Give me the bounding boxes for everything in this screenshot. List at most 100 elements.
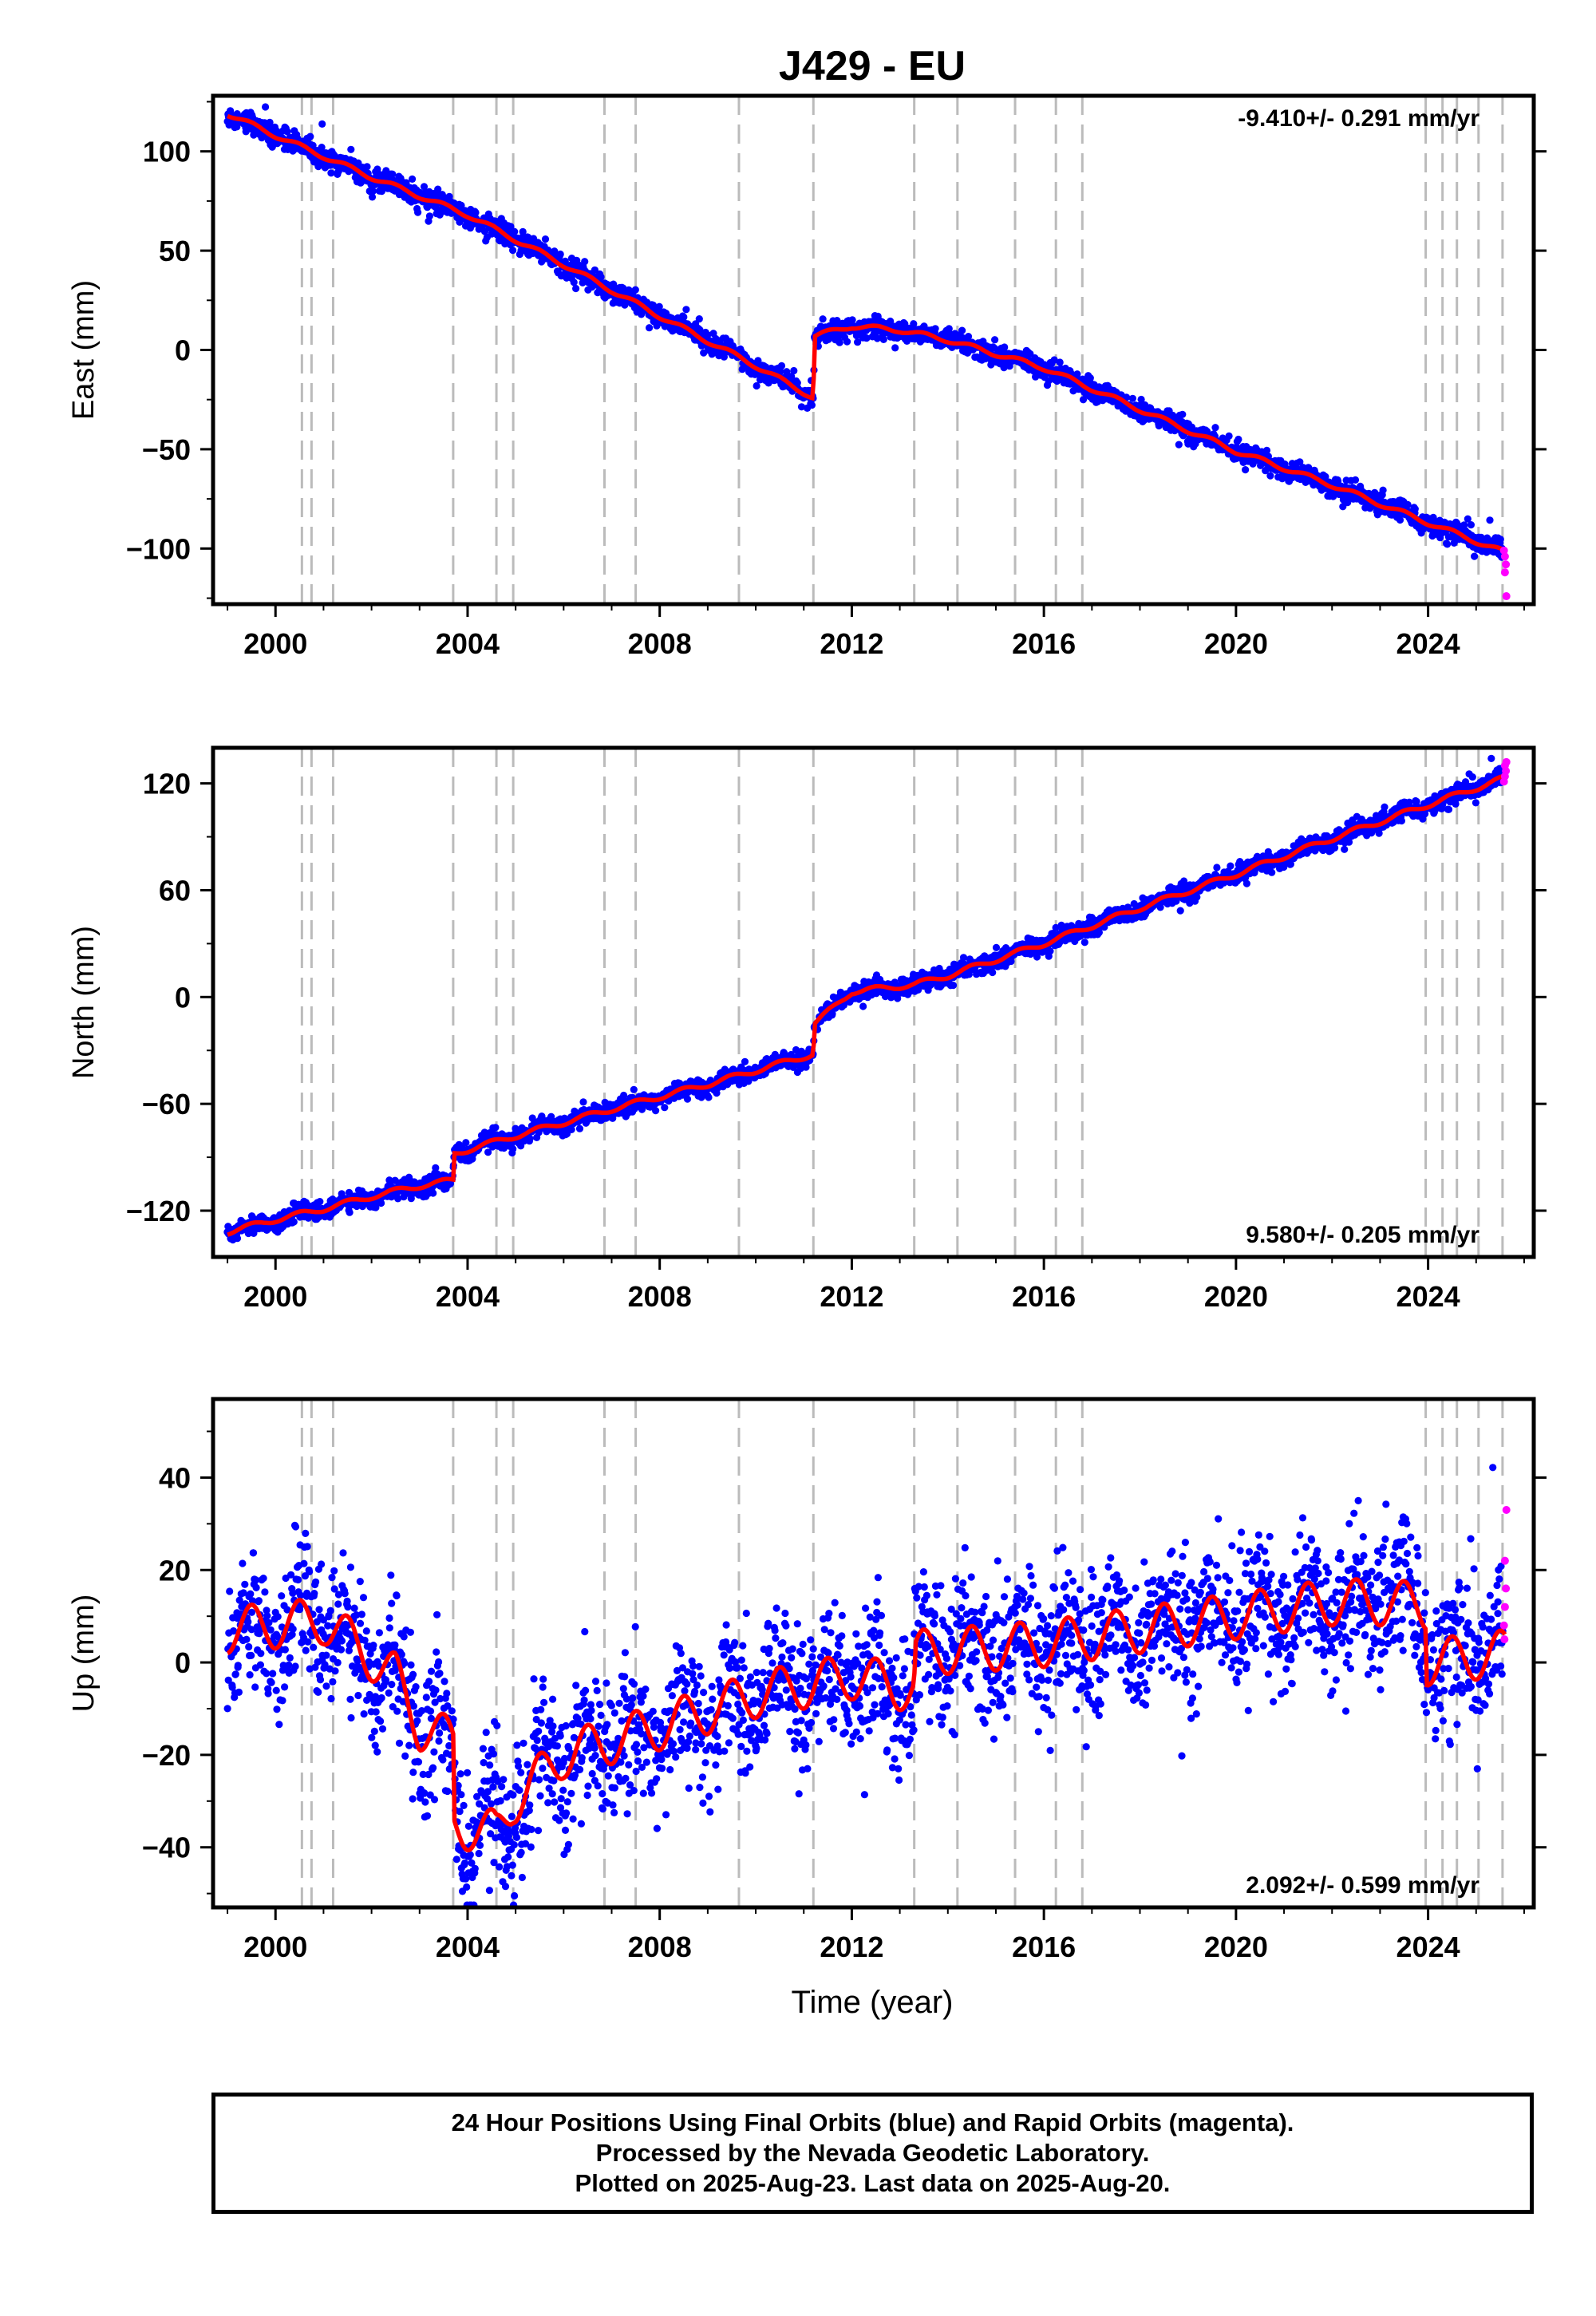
- y-tick-label: 100: [143, 136, 191, 168]
- data-point: [1396, 516, 1404, 524]
- data-point: [567, 1125, 575, 1133]
- data-point: [901, 320, 909, 328]
- data-point: [987, 361, 995, 369]
- data-point: [408, 175, 417, 183]
- data-point: [695, 315, 703, 323]
- data-point: [572, 284, 580, 293]
- data-point: [266, 118, 274, 126]
- data-point: [1095, 928, 1103, 936]
- data-point: [318, 144, 326, 152]
- rapid-orbit-point: [1502, 592, 1511, 601]
- data-point: [462, 1139, 470, 1147]
- data-point: [414, 208, 422, 216]
- data-point: [808, 401, 816, 409]
- data-point: [788, 373, 796, 381]
- data-point: [472, 208, 480, 216]
- data-point: [891, 344, 899, 352]
- y-axis-label: East (mm): [67, 280, 101, 420]
- data-point: [1444, 540, 1452, 548]
- data-point: [1156, 903, 1164, 911]
- data-point: [373, 165, 381, 173]
- data-point: [363, 163, 371, 171]
- data-point: [1266, 472, 1274, 480]
- data-point: [959, 954, 968, 962]
- data-point: [879, 335, 887, 343]
- data-point: [581, 258, 589, 266]
- data-point: [429, 1189, 437, 1197]
- data-point: [233, 1235, 242, 1243]
- data-point: [1086, 374, 1094, 382]
- data-point: [1193, 893, 1201, 901]
- y-tick-label: 50: [159, 235, 191, 267]
- figure-title: J429 - EU: [779, 43, 966, 89]
- data-point: [1179, 410, 1187, 418]
- data-point: [910, 320, 918, 328]
- data-point: [1331, 844, 1339, 852]
- data-point: [347, 145, 355, 153]
- data-point: [1242, 466, 1250, 474]
- data-point: [457, 201, 465, 209]
- data-point: [570, 279, 578, 287]
- data-point: [1319, 846, 1327, 855]
- data-point: [316, 1198, 324, 1206]
- data-point: [797, 403, 806, 411]
- data-point: [368, 193, 377, 201]
- x-tick-label: 2024: [1396, 627, 1460, 660]
- data-point: [579, 1098, 587, 1106]
- data-point: [509, 247, 517, 255]
- data-point: [283, 128, 291, 136]
- data-point: [894, 994, 902, 1002]
- data-point: [753, 381, 760, 390]
- x-tick-label: 2004: [436, 627, 500, 660]
- data-point: [964, 333, 973, 341]
- data-point: [1050, 356, 1058, 364]
- data-point: [556, 250, 564, 259]
- data-point: [931, 325, 939, 333]
- y-tick-label: −100: [126, 532, 191, 565]
- data-point: [526, 1135, 534, 1143]
- data-point: [991, 336, 999, 344]
- data-point: [945, 325, 953, 333]
- data-point: [1211, 424, 1219, 432]
- rapid-orbit-point: [1499, 546, 1508, 555]
- data-point: [1180, 877, 1188, 885]
- data-point: [1296, 458, 1304, 466]
- data-point: [630, 1085, 638, 1093]
- data-point: [1176, 907, 1184, 915]
- data-point: [507, 223, 515, 231]
- data-point: [1079, 396, 1088, 404]
- data-point: [776, 367, 784, 375]
- data-point: [1242, 879, 1250, 887]
- data-point: [1073, 370, 1081, 378]
- data-point: [290, 1218, 298, 1226]
- data-point: [682, 306, 690, 314]
- data-point: [828, 1010, 836, 1018]
- data-point: [1052, 923, 1060, 931]
- data-point: [519, 227, 527, 235]
- data-point: [1486, 516, 1494, 524]
- x-tick-label: 2008: [628, 627, 692, 660]
- rapid-orbit-point: [1500, 552, 1509, 561]
- data-point: [661, 1104, 669, 1112]
- velocity-label: -9.410+/- 0.291 mm/yr: [1238, 105, 1479, 132]
- data-point: [1321, 472, 1329, 480]
- data-point: [843, 338, 851, 346]
- data-point: [394, 1195, 402, 1203]
- data-point: [992, 943, 1001, 951]
- data-point: [819, 315, 827, 323]
- data-point: [1467, 521, 1475, 529]
- data-point: [863, 334, 871, 342]
- data-point: [327, 169, 335, 177]
- data-point: [655, 302, 663, 310]
- data-point: [1411, 505, 1419, 513]
- data-point: [705, 1093, 713, 1101]
- data-point: [389, 170, 397, 178]
- x-tick-label: 2012: [820, 627, 883, 660]
- model-line: [227, 113, 1507, 553]
- data-point: [346, 1208, 354, 1216]
- data-point: [697, 1093, 705, 1101]
- data-point: [262, 103, 270, 111]
- data-point: [1235, 435, 1242, 444]
